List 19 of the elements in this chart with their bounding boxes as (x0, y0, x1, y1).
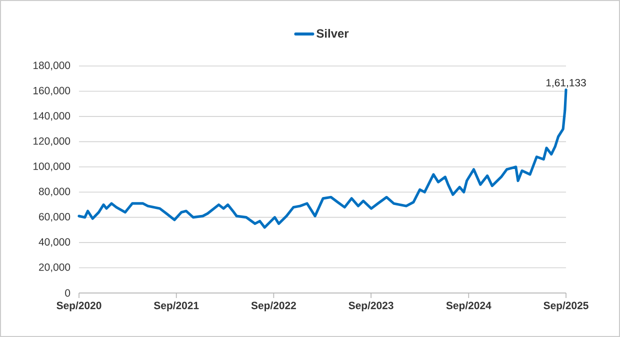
y-tick-label: 20,000 (39, 263, 70, 272)
y-tick-label: 180,000 (33, 62, 70, 70)
y-tick-label: 160,000 (33, 86, 70, 96)
y-tick-label: 0 (65, 289, 70, 297)
x-tick-label: Sep/2020 (56, 302, 102, 312)
y-tick-label: 100,000 (33, 162, 70, 172)
y-tick-label: 40,000 (38, 238, 70, 247)
y-tick-label: 80,000 (38, 188, 70, 196)
x-tick-label: Sep/2025 (544, 302, 588, 312)
legend-label: Silver (316, 28, 349, 38)
line-series (78, 88, 568, 229)
x-tick-label: Sep/2021 (154, 302, 199, 312)
annotation: 1,61,133 (546, 78, 586, 88)
x-tick-label: Sep/2024 (446, 302, 492, 312)
x-tick-label: Sep/2022 (251, 302, 296, 312)
y-tick-label: 120,000 (33, 137, 70, 146)
y-tick-label: 60,000 (39, 213, 70, 222)
x-tick-label: Sep/2023 (348, 302, 394, 312)
y-tick-label: 140,000 (33, 112, 70, 121)
